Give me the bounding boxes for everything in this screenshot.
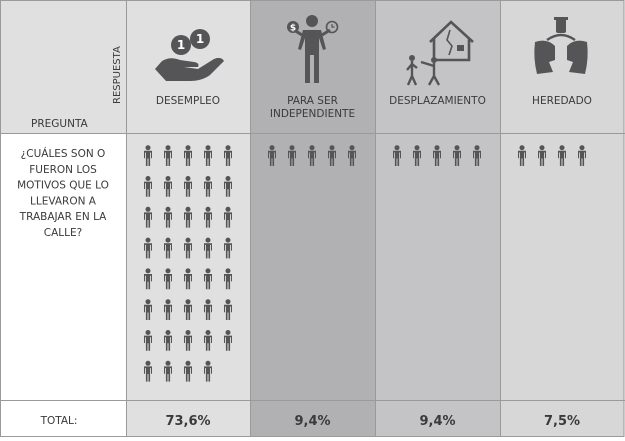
lantern-top-icon [554,17,568,20]
businessman-icon: $ [287,15,339,83]
coin-digit: 1 [196,32,204,46]
total-value-2: 9,4% [419,414,455,429]
question-text: ¿CUÁLES SON O [21,147,106,160]
armed-head-icon [431,57,437,63]
suit-icon [298,30,326,83]
question-text: TRABAJAR EN LA [19,211,107,223]
question-text: MOTIVOS QUE LO [17,180,109,192]
question-text: LLEVARON A [30,195,97,207]
dollar-glyph: $ [290,24,296,34]
coin-digit: 1 [177,38,185,52]
inheritance-icon [534,17,588,74]
corner-header-bg [0,0,126,133]
question-text: FUERON LOS [29,164,97,176]
column-bg-3 [500,0,624,437]
column-header-label: RESPUESTA [112,46,123,104]
face-right-icon [567,40,588,74]
column-bg-1 [250,0,375,437]
row-header-label: PREGUNTA [31,118,89,130]
displacement-icon [406,20,474,86]
hand-icon [155,57,224,81]
clock-hands [331,24,335,28]
total-value-3: 7,5% [544,414,580,429]
column-label-0: DESEMPLEO [156,95,220,107]
total-value-1: 9,4% [294,414,330,429]
crack-icon [446,29,453,56]
total-label: TOTAL: [40,415,78,427]
lantern-icon [556,19,566,33]
column-label-3: HEREDADO [532,95,592,107]
armed-figure-icon [420,60,441,86]
column-label-1: INDEPENDIENTE [270,108,355,120]
house-icon [429,20,474,62]
money-bag-icon [287,21,299,33]
column-bg-2 [375,0,500,437]
coin-icon [190,29,210,49]
coin-icon [171,35,191,55]
head-icon [306,15,318,27]
victim-figure-icon [406,61,418,86]
victim-head-icon [409,55,415,61]
face-left-icon [534,40,555,74]
question-text: CALLE? [44,227,82,239]
column-label-2: DESPLAZAMIENTO [389,95,486,107]
window-icon [457,45,464,51]
clock-icon [325,20,339,34]
arc-icon [546,33,576,41]
column-label-1: PARA SER [287,95,338,107]
total-value-0: 73,6% [165,414,210,429]
